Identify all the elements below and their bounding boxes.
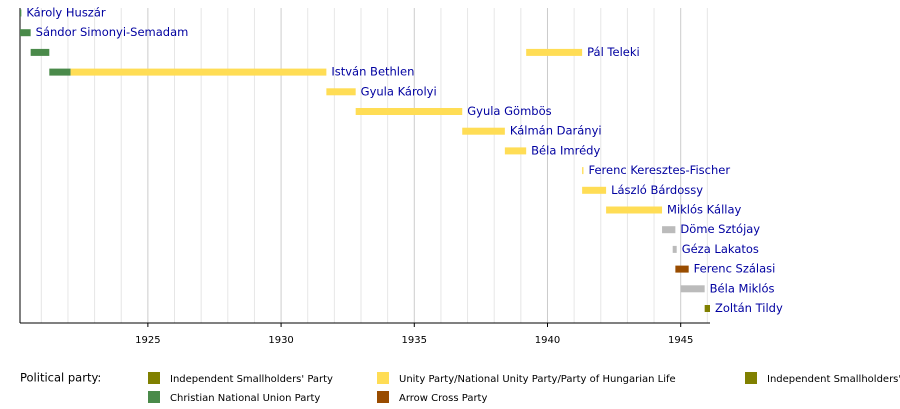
x-tick-label: 1930	[268, 335, 293, 346]
term-bar	[704, 305, 710, 312]
term-bar	[70, 68, 327, 76]
row-label: Miklós Kállay	[667, 203, 741, 217]
row-label: Zoltán Tildy	[715, 301, 783, 315]
legend-text: Christian National Union Party	[170, 393, 320, 404]
term-bar	[662, 226, 676, 234]
row-label: Károly Huszár	[26, 6, 106, 20]
legend-text: Arrow Cross Party	[399, 393, 487, 404]
term-bar	[582, 186, 607, 194]
row-label: Béla Imrédy	[531, 143, 600, 157]
x-tick-label: 1935	[402, 335, 427, 346]
legend-swatch	[148, 391, 160, 403]
row-label: László Bárdossy	[611, 183, 703, 197]
legend-swatch	[377, 372, 389, 384]
row-label: Ferenc Szálasi	[694, 262, 776, 276]
legend-swatch	[377, 391, 389, 403]
legend-swatch	[148, 372, 160, 384]
x-tick-label: 1940	[535, 335, 560, 346]
row-label: Ferenc Keresztes-Fischer	[588, 163, 730, 177]
term-bar	[30, 48, 50, 56]
row-label: Sándor Simonyi-Semadam	[36, 25, 189, 39]
legend-text: Unity Party/National Unity Party/Party o…	[399, 374, 676, 385]
term-bar	[462, 127, 505, 135]
row-label: István Bethlen	[331, 65, 414, 79]
row-label: Gyula Gömbös	[467, 104, 551, 118]
term-bar	[20, 29, 31, 37]
row-label: Kálmán Darányi	[510, 124, 602, 138]
term-bar	[326, 88, 356, 96]
term-bar	[20, 9, 22, 17]
term-bar	[355, 108, 463, 115]
row-label: Döme Sztójay	[680, 222, 760, 236]
legend-swatch	[745, 372, 757, 384]
term-bar	[675, 265, 689, 273]
term-bar	[504, 147, 527, 155]
legend-title: Political party:	[20, 371, 101, 385]
term-bar	[672, 245, 677, 253]
row-label: Pál Teleki	[587, 45, 640, 59]
row-label: Gyula Károlyi	[361, 84, 437, 98]
term-bar	[49, 68, 71, 76]
term-bar	[680, 285, 705, 293]
term-bar	[606, 206, 663, 214]
legend-text: Independent Smallholders' Party	[170, 374, 333, 385]
term-bar	[526, 48, 583, 56]
x-tick-label: 1945	[668, 335, 693, 346]
x-tick-label: 1925	[135, 335, 160, 346]
term-bar	[582, 167, 584, 175]
row-label: Géza Lakatos	[682, 242, 759, 256]
legend-text: Independent Smallholders' Party	[767, 374, 900, 385]
row-label: Béla Miklós	[710, 281, 775, 295]
